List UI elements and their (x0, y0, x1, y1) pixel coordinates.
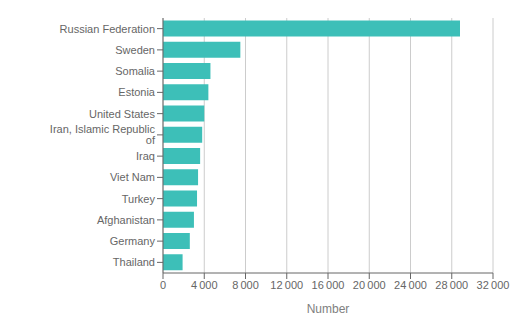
svg-text:4 000: 4 000 (191, 279, 218, 291)
svg-text:24 000: 24 000 (394, 279, 427, 291)
svg-text:Afghanistan: Afghanistan (97, 214, 155, 226)
svg-text:Sweden: Sweden (115, 44, 155, 56)
svg-text:Somalia: Somalia (115, 65, 156, 77)
svg-text:12 000: 12 000 (270, 279, 303, 291)
svg-text:Iraq: Iraq (136, 150, 155, 162)
svg-text:Number: Number (307, 302, 350, 316)
svg-text:United States: United States (89, 108, 156, 120)
svg-text:8 000: 8 000 (232, 279, 259, 291)
svg-text:Russian Federation: Russian Federation (60, 23, 155, 35)
svg-text:Germany: Germany (110, 235, 156, 247)
svg-text:16 000: 16 000 (312, 279, 345, 291)
svg-text:Iran, Islamic Republicof: Iran, Islamic Republicof (50, 123, 156, 146)
svg-text:0: 0 (160, 279, 166, 291)
svg-text:28 000: 28 000 (435, 279, 468, 291)
svg-text:Viet Nam: Viet Nam (110, 171, 155, 183)
svg-text:Estonia: Estonia (118, 86, 156, 98)
svg-text:32 000: 32 000 (477, 279, 510, 291)
svg-text:Thailand: Thailand (113, 256, 155, 268)
svg-text:Turkey: Turkey (122, 193, 156, 205)
svg-text:20 000: 20 000 (353, 279, 386, 291)
